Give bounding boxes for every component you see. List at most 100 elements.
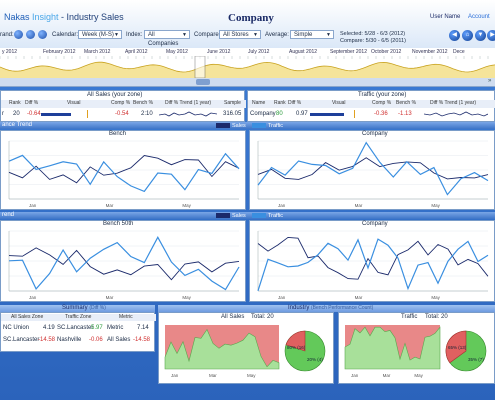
summary-bar: Summary (Diff %) — [0, 305, 155, 312]
chevron-down-icon: ▼ — [326, 32, 331, 38]
brand-logo: Nakas Insight - Industry Sales — [4, 12, 124, 22]
trend2-bar: rend — [0, 212, 495, 219]
x-tick-label: May — [247, 373, 256, 378]
chart-title: All Sales — [221, 314, 245, 320]
table-row[interactable]: SC.Lancaster -14.58 Nashville -0.06 All … — [1, 337, 156, 347]
back-icon[interactable]: ◀ — [449, 30, 460, 41]
settings-icon[interactable] — [14, 30, 23, 39]
bench50-trend-chart: Bench 50th Jan Mar May — [0, 220, 246, 302]
col-visual: Visual — [67, 100, 81, 106]
x-tick-label: May — [414, 373, 423, 378]
traffic-series-line — [257, 141, 489, 196]
compare-select[interactable]: All Stores ▼ — [219, 30, 261, 39]
col-rank: Rank — [274, 100, 286, 106]
timeline-month: June 2012 — [207, 49, 231, 55]
legend-traffic-swatch — [252, 123, 266, 128]
scroll-thumb[interactable] — [196, 79, 210, 85]
industry-traffic-svg: Jan Mar May 65% (13) 35% (7) — [344, 325, 487, 378]
metric-name: Metric — [107, 325, 124, 331]
traffic-series-line — [8, 152, 240, 193]
timeline-selection[interactable] — [194, 56, 206, 78]
user-name-link[interactable]: User Name — [430, 14, 461, 20]
table-row[interactable]: r 20 -0.64 -0.54 2:10 316.05 — [1, 110, 246, 120]
company2-trend-svg: Jan Mar May — [257, 230, 489, 300]
legend-sales-label: Sales — [232, 123, 246, 129]
zone-value: 4.19 — [43, 325, 55, 331]
pie-green-label: 80% (16) — [287, 345, 306, 350]
pie-red-label: 35% (7) — [468, 357, 484, 362]
calendar-select[interactable]: Week (M-S) ▼ — [78, 30, 122, 39]
compare-value: All Stores — [223, 32, 249, 38]
traffic-zone-name: SC.Lancaster — [57, 325, 94, 331]
index-select[interactable]: All Companies ▼ — [144, 30, 190, 47]
traffic-zone-value: -0.06 — [89, 337, 103, 343]
x-tick-label: Jan — [278, 203, 286, 208]
area-green — [344, 326, 441, 370]
sparkline — [159, 111, 217, 117]
row-label: r — [2, 111, 4, 117]
selected-range: Selected: 5/28 - 6/3 (2012) — [340, 31, 406, 37]
trend2-title: rend — [2, 212, 15, 218]
row-diff: -0.64 — [27, 111, 41, 117]
x-tick-label: Mar — [106, 295, 114, 300]
compare-range: Compare: 5/30 - 6/5 (2011) — [340, 38, 406, 44]
brand-name: Nakas — [4, 12, 30, 22]
zone-name: SC.Lancaster — [3, 337, 40, 343]
compass-icon[interactable] — [26, 30, 35, 39]
timeline-month: August 2012 — [289, 49, 318, 55]
index-label: Index: — [126, 32, 143, 38]
company-trend-chart: Company Jan Mar May — [249, 130, 495, 210]
chart-total: Total: 20 — [251, 314, 274, 320]
company2-trend-chart: Company Jan Mar May — [249, 220, 495, 302]
scroll-right-icon[interactable]: » — [488, 78, 492, 84]
calendar-label: Calendar: — [52, 32, 79, 38]
x-tick-label: Mar — [383, 373, 391, 378]
chart-title: Bench — [109, 131, 127, 137]
pie-slice-red — [445, 330, 467, 364]
chart-total: Total: 20 — [425, 314, 448, 320]
performance-trend-bar: ance Trend — [0, 122, 495, 129]
filter-icon[interactable] — [38, 30, 47, 39]
sparkline — [424, 111, 488, 117]
traffic-zone-name: Nashville — [57, 337, 82, 343]
account-link[interactable]: Account — [468, 14, 490, 20]
x-tick-label: Jan — [278, 295, 286, 300]
pie-slice-red — [285, 330, 306, 352]
average-label: Average: — [265, 32, 289, 38]
selection-info: Selected: 5/28 - 6/3 (2012) Compare: 5/3… — [340, 31, 406, 45]
col-visual: Visual — [332, 100, 346, 106]
timeline-month: September 2012 — [330, 49, 367, 55]
col-comp: Comp % — [372, 100, 392, 106]
industry-all-sales-panel: All Sales Total: 20 Jan Mar May 80% (16) 20%… — [158, 312, 334, 384]
visual-bar — [310, 113, 344, 116]
col-traffic-zone: Traffic Zone — [65, 314, 92, 320]
row-rank: 20 — [13, 111, 20, 117]
average-select[interactable]: Simple ▼ — [290, 30, 334, 39]
timeline-month: y 2012 — [2, 49, 18, 55]
timeline-scrollbar[interactable]: » — [0, 78, 495, 87]
x-tick-label: Mar — [355, 203, 363, 208]
brand-subtitle: - Industry Sales — [58, 12, 124, 22]
row-comp: -0.54 — [115, 111, 129, 117]
row-name: Company — [250, 111, 276, 117]
timeline-wave[interactable] — [0, 56, 495, 78]
timeline-month: November 2012 — [412, 49, 448, 55]
home-icon[interactable]: ⌂ — [462, 30, 473, 41]
chart-title: Company — [362, 131, 388, 137]
forward-icon[interactable]: ▶ — [487, 30, 495, 41]
bench-trend-chart: Bench Jan Mar May — [0, 130, 246, 210]
summary-header-row: All Sales Zone Traffic Zone Metric — [1, 314, 156, 321]
timeline[interactable]: y 2012 February 2012 March 2012 April 2012 M… — [0, 48, 495, 79]
index-value: All Companies — [148, 32, 179, 47]
table-row[interactable]: Company 80 0.97 -0.36 -1.13 — [248, 110, 495, 120]
col-bench: Bench % — [396, 100, 417, 106]
row-sample: 316.05 — [223, 111, 242, 117]
performance-trend-title: ance Trend — [2, 122, 33, 128]
col-trend: Diff % Trend (1 year) — [430, 100, 477, 106]
app-header: Nakas Insight - Industry Sales Company U… — [0, 0, 495, 49]
chart-title: Bench 50th — [103, 221, 134, 227]
table-row[interactable]: NC Union 4.19 SC.Lancaster 5.97 Metric 7… — [1, 325, 156, 335]
legend-traffic-label: Traffic — [268, 123, 283, 129]
visual-marker — [87, 110, 88, 118]
download-icon[interactable]: ▼ — [475, 30, 486, 41]
